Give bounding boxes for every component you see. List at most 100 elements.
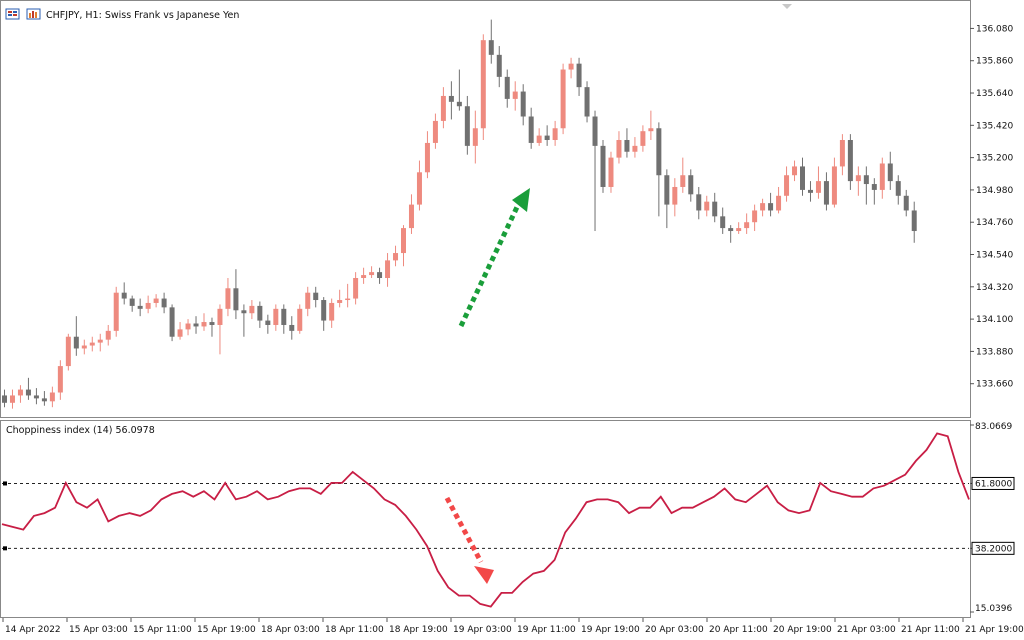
time-tick-label: 19 Apr 11:00 bbox=[517, 625, 576, 635]
candle-body bbox=[153, 298, 159, 303]
candle-body bbox=[871, 184, 877, 190]
candle-body bbox=[217, 308, 223, 325]
candle-body bbox=[353, 278, 359, 299]
price-tick-label: 134.320 bbox=[976, 283, 1013, 293]
price-tick-label: 133.660 bbox=[976, 380, 1013, 390]
candle-body bbox=[9, 395, 15, 403]
candle-body bbox=[137, 305, 143, 309]
candle-body bbox=[321, 300, 327, 321]
candle-body bbox=[41, 398, 47, 402]
candle-body bbox=[672, 186, 678, 205]
candle-body bbox=[73, 336, 79, 349]
candle-body bbox=[305, 292, 311, 309]
bars-icon[interactable] bbox=[26, 8, 41, 20]
candle-body bbox=[393, 253, 399, 261]
time-tick-label: 15 Apr 11:00 bbox=[133, 625, 192, 635]
chart-shift-marker-icon[interactable] bbox=[782, 4, 792, 9]
candle-body bbox=[648, 128, 654, 132]
candle-body bbox=[752, 210, 758, 223]
level-handle[interactable] bbox=[3, 546, 7, 551]
level-value-box bbox=[971, 541, 1015, 555]
candle-body bbox=[815, 181, 821, 193]
candle-body bbox=[209, 322, 215, 325]
candle-body bbox=[544, 135, 550, 140]
price-tick-label: 134.980 bbox=[976, 186, 1013, 196]
candle-body bbox=[720, 216, 726, 229]
candle-body bbox=[89, 342, 95, 346]
price-tick-label: 134.760 bbox=[976, 218, 1013, 228]
candle-body bbox=[416, 172, 422, 205]
time-tick-label: 18 Apr 11:00 bbox=[325, 625, 384, 635]
candle-body bbox=[776, 195, 782, 211]
candle-body bbox=[424, 142, 430, 173]
candle-body bbox=[584, 87, 590, 117]
candle-body bbox=[105, 330, 111, 340]
time-tick-label: 20 Apr 19:00 bbox=[773, 625, 832, 635]
candle-body bbox=[504, 76, 510, 99]
candle-body bbox=[624, 140, 630, 152]
candle-body bbox=[728, 228, 734, 232]
level-handle[interactable] bbox=[3, 481, 7, 486]
candle-body bbox=[800, 166, 805, 190]
candle-body bbox=[496, 54, 502, 77]
candle-body bbox=[616, 140, 622, 158]
candle-body bbox=[863, 175, 869, 185]
indicator-axis[interactable]: 83.0669 61.8000 38.2000 15.0396 bbox=[970, 422, 1015, 614]
price-tick-label: 135.640 bbox=[976, 89, 1013, 99]
candle-body bbox=[847, 140, 853, 182]
indicator-tick-label: 61.8000 bbox=[975, 479, 1012, 489]
time-tick-label: 19 Apr 03:00 bbox=[453, 625, 512, 635]
time-axis[interactable]: 14 Apr 2022 15 Apr 03:00 15 Apr 11:00 15 Ap… bbox=[2, 618, 1024, 635]
price-tick-label: 133.880 bbox=[976, 347, 1013, 357]
candle-body bbox=[33, 395, 39, 399]
candle-body bbox=[807, 189, 813, 193]
price-tick-label: 136.080 bbox=[976, 24, 1013, 34]
candle-body bbox=[831, 166, 837, 205]
candle-body bbox=[536, 135, 542, 143]
uptrend-arrow-icon bbox=[458, 188, 530, 328]
candle-body bbox=[337, 300, 343, 303]
candle-body bbox=[169, 307, 175, 337]
candle-body bbox=[361, 275, 367, 278]
candle-body bbox=[289, 324, 295, 331]
candle-body bbox=[911, 210, 917, 232]
candle-body bbox=[696, 194, 702, 211]
candle-body bbox=[249, 305, 255, 314]
candle-body bbox=[528, 116, 534, 143]
choppiness-line bbox=[1, 432, 970, 608]
candle-body bbox=[704, 201, 710, 211]
candle-body bbox=[448, 95, 454, 102]
candle-body bbox=[632, 145, 638, 152]
time-tick-label: 18 Apr 03:00 bbox=[261, 625, 320, 635]
candle-body bbox=[600, 145, 606, 187]
candle-body bbox=[879, 163, 885, 190]
price-tick-label: 135.860 bbox=[976, 57, 1013, 67]
time-tick-label: 21 Apr 03:00 bbox=[837, 625, 896, 635]
candle-body bbox=[345, 298, 351, 301]
indicator-tick-label: 15.0396 bbox=[975, 604, 1012, 614]
candle-body bbox=[903, 195, 909, 211]
price-axis[interactable]: 136.080 135.860 135.640 135.420 135.200 134.9… bbox=[970, 24, 1013, 390]
time-tick-label: 20 Apr 03:00 bbox=[645, 625, 704, 635]
candle-body bbox=[129, 298, 135, 306]
candle-body bbox=[712, 201, 718, 217]
candle-body bbox=[608, 157, 614, 187]
candle-body bbox=[65, 336, 71, 367]
time-tick-label: 14 Apr 2022 bbox=[5, 625, 61, 635]
candle-body bbox=[552, 128, 558, 140]
candle-body bbox=[480, 40, 486, 129]
candle-body bbox=[265, 320, 271, 325]
candle-body bbox=[823, 181, 829, 205]
candle-body bbox=[161, 298, 167, 308]
candle-body bbox=[656, 128, 662, 176]
candle-body bbox=[688, 175, 694, 195]
candle-body bbox=[273, 308, 279, 325]
candle-body bbox=[887, 163, 893, 182]
chart-window-icon[interactable] bbox=[5, 8, 20, 20]
price-tick-label: 134.540 bbox=[976, 251, 1013, 261]
candle-body bbox=[736, 228, 742, 232]
candle-body bbox=[193, 323, 199, 327]
indicator-pane[interactable] bbox=[0, 420, 971, 618]
candle-body bbox=[385, 260, 391, 278]
